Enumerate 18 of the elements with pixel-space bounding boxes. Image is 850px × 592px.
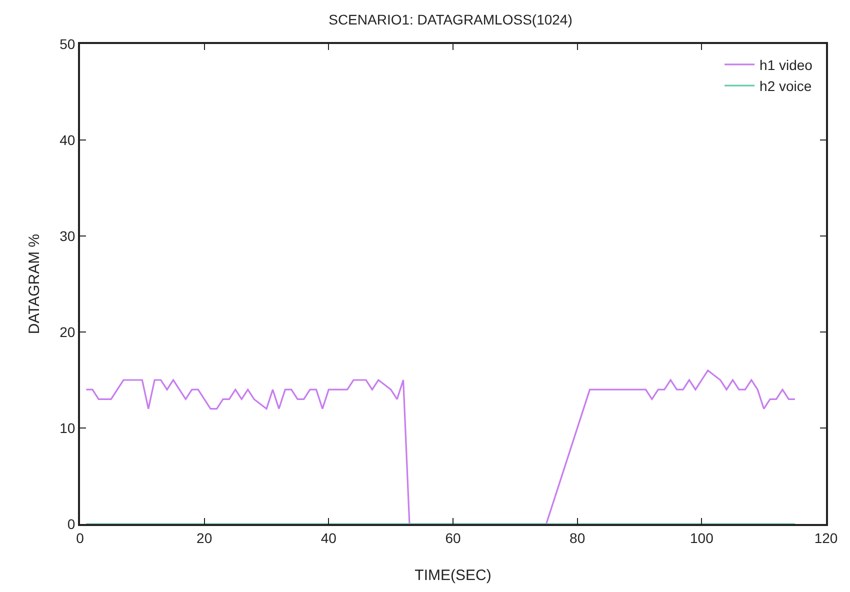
legend-label: h2 voice bbox=[760, 78, 812, 94]
line-series bbox=[85, 370, 796, 524]
x-tick-label: 60 bbox=[445, 530, 461, 546]
x-tick-label: 40 bbox=[320, 530, 337, 546]
y-axis-title: DATAGRAM % bbox=[26, 234, 43, 334]
y-tick-label: 10 bbox=[60, 420, 76, 436]
y-tick-label: 20 bbox=[60, 324, 76, 340]
y-tick-label: 50 bbox=[60, 36, 76, 52]
y-tick-label: 0 bbox=[67, 516, 76, 532]
legend-label: h1 video bbox=[760, 56, 813, 73]
x-axis-title: TIME(SEC) bbox=[414, 567, 492, 584]
y-tick-label: 40 bbox=[60, 132, 76, 148]
x-tick-label: 120 bbox=[814, 530, 838, 546]
chart-title: SCENARIO1: DATAGRAMLOSS(1024) bbox=[328, 12, 572, 28]
y-tick-label: 30 bbox=[60, 228, 76, 244]
x-tick-label: 100 bbox=[690, 530, 714, 546]
x-tick-label: 20 bbox=[196, 530, 212, 546]
x-tick-label: 80 bbox=[570, 530, 586, 546]
